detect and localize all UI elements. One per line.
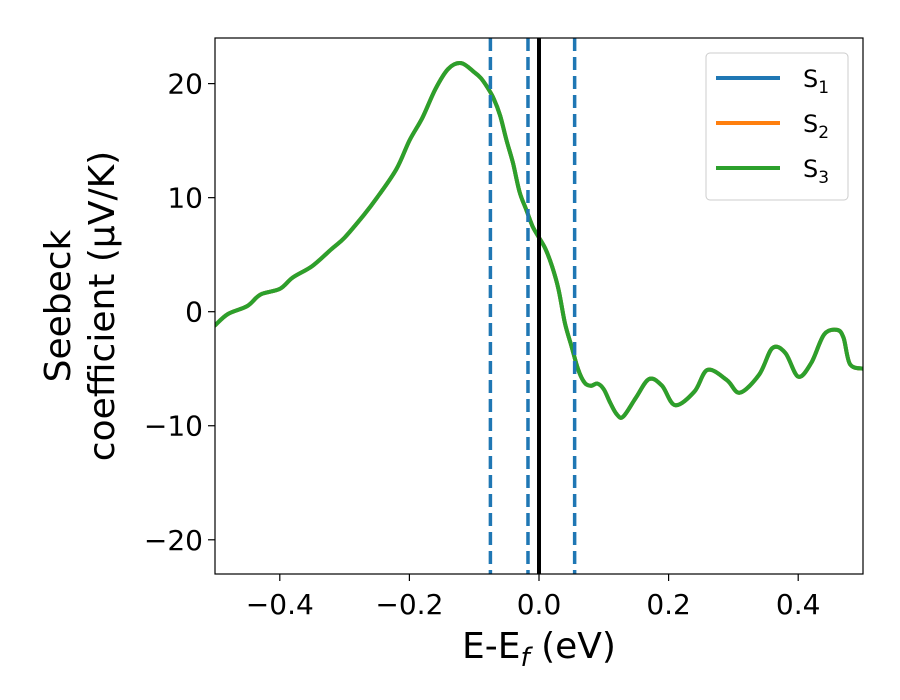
y-tick-label: 0 <box>185 296 203 329</box>
y-tick-label: 10 <box>167 182 203 215</box>
y-tick-label: −20 <box>144 524 203 557</box>
y-axis-label-line2: coefficient (μV/K) <box>82 151 123 461</box>
legend-label-s3: S3 <box>803 155 829 188</box>
legend-box <box>705 52 849 201</box>
y-tick-label: 20 <box>167 68 203 101</box>
x-tick-label: 0.0 <box>517 588 562 621</box>
series-line-s3 <box>215 60 863 420</box>
x-tick-label: −0.2 <box>375 588 443 621</box>
legend-label-s2: S2 <box>803 110 829 143</box>
y-axis-label: Seebeck coefficient (μV/K) <box>38 151 123 461</box>
legend-label-s1: S1 <box>803 65 829 98</box>
legend: S1 S2 S3 <box>705 52 849 201</box>
data-layer <box>215 38 863 574</box>
x-axis-ticks: −0.4 −0.2 0.0 0.2 0.4 <box>246 574 821 621</box>
x-tick-label: −0.4 <box>246 588 314 621</box>
y-axis-ticks: −20 −10 0 10 20 <box>144 68 215 557</box>
x-axis-label: E-Ef (eV) <box>462 626 616 673</box>
x-tick-label: 0.4 <box>776 588 821 621</box>
y-tick-label: −10 <box>144 410 203 443</box>
y-axis-label-line1: Seebeck <box>38 229 79 382</box>
x-tick-label: 0.2 <box>646 588 691 621</box>
